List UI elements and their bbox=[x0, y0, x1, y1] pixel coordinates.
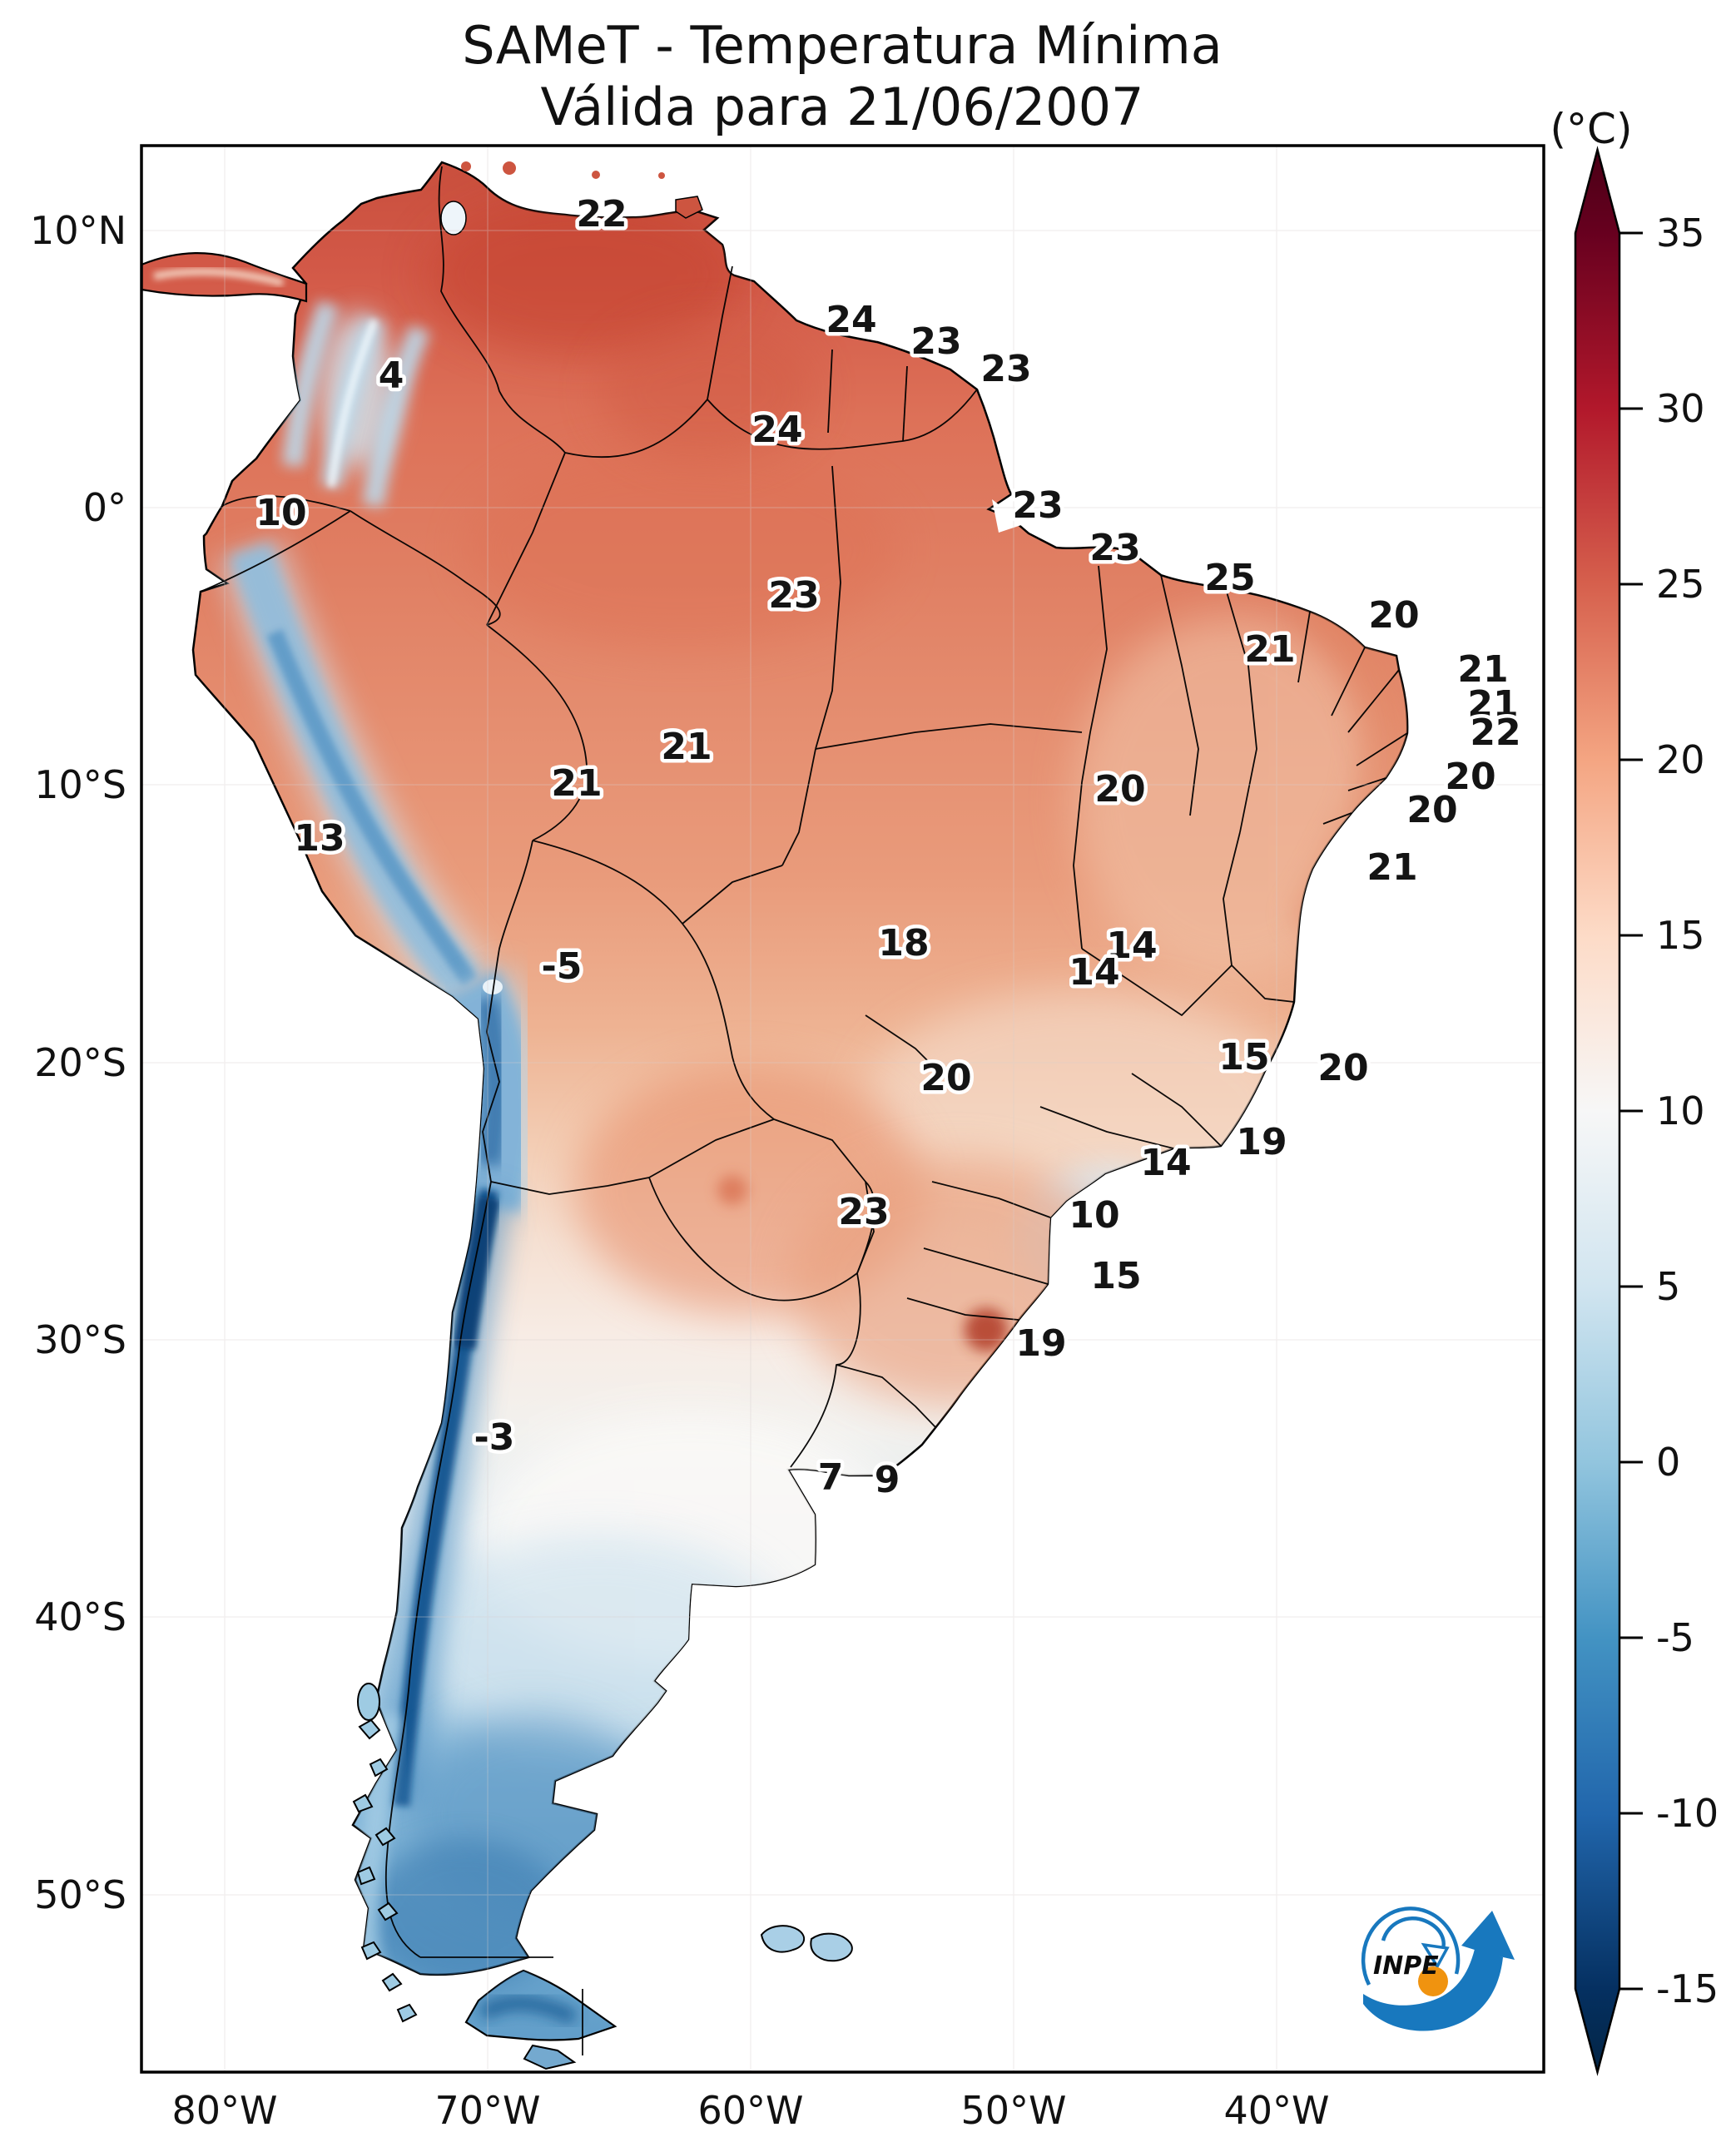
temp-label: 19 bbox=[1236, 1121, 1287, 1163]
temp-label: 23 bbox=[768, 574, 819, 617]
colorbar-tick-label: 5 bbox=[1656, 1264, 1680, 1309]
colorbar-unit-label: (°C) bbox=[1550, 105, 1633, 153]
temp-label: 20 bbox=[1317, 1047, 1368, 1089]
temp-label: 14 bbox=[1106, 925, 1157, 967]
temp-label: 24 bbox=[751, 409, 802, 451]
chiloe-island bbox=[357, 1683, 380, 1721]
y-tick-label: 40°S bbox=[34, 1594, 126, 1639]
temp-label: 23 bbox=[910, 320, 961, 363]
lake-titicaca bbox=[483, 979, 503, 994]
falkland-east-island bbox=[810, 1932, 853, 1962]
temp-label: 19 bbox=[1015, 1322, 1066, 1365]
temperature-shading bbox=[153, 196, 1408, 2026]
page-subtitle: Válida para 21/06/2007 bbox=[541, 77, 1144, 137]
y-tick-label: 20°S bbox=[34, 1040, 126, 1085]
colorbar-tick-label: 10 bbox=[1656, 1088, 1705, 1133]
y-tick-label: 30°S bbox=[34, 1317, 126, 1362]
plot-frame bbox=[140, 144, 1545, 2074]
trinidad-island bbox=[675, 196, 703, 219]
graticule bbox=[141, 146, 1544, 2072]
inpe-logo-text: INPE bbox=[1373, 1951, 1439, 1981]
temp-label: 22 bbox=[576, 193, 627, 236]
y-tick-label: 10°N bbox=[30, 208, 126, 253]
colorbar-tick-label: 15 bbox=[1656, 913, 1705, 958]
y-axis-tick-labels: 10°N 0° 10°S 20°S 30°S 40°S 50°S bbox=[30, 208, 126, 1917]
colorbar-gradient-bar bbox=[1574, 146, 1621, 2076]
temp-label: 9 bbox=[875, 1459, 900, 1501]
chilean-fjord-islands bbox=[352, 1718, 418, 2023]
y-tick-label: 50°S bbox=[34, 1872, 126, 1917]
colorbar-tick-label: 25 bbox=[1656, 562, 1705, 607]
temp-label: 21 bbox=[551, 762, 602, 805]
colorbar-tick-label: -5 bbox=[1656, 1615, 1694, 1660]
falkland-west-island bbox=[760, 1925, 806, 1953]
x-tick-label: 80°W bbox=[171, 2088, 277, 2133]
temp-label: 15 bbox=[1218, 1036, 1269, 1078]
inpe-logo-outer-orbit bbox=[1361, 1907, 1461, 1986]
inpe-logo-down-arrow bbox=[1421, 1942, 1450, 1970]
inpe-logo: INPE bbox=[1361, 1907, 1515, 2031]
lake-maracaibo bbox=[440, 201, 467, 236]
x-tick-label: 40°W bbox=[1223, 2088, 1329, 2133]
x-tick-label: 70°W bbox=[434, 2088, 540, 2133]
colorbar-ticks: 35 30 25 20 15 10 5 0 -5 -10 -15 bbox=[1619, 211, 1719, 2011]
temp-label: 18 bbox=[878, 922, 929, 964]
temp-label: 21 bbox=[661, 726, 712, 768]
temp-label: 20 bbox=[1368, 594, 1419, 637]
colorbar-tick-label: -15 bbox=[1656, 1966, 1719, 2011]
temp-label: 23 bbox=[1089, 527, 1140, 569]
colorbar-tick-label: 0 bbox=[1656, 1440, 1680, 1485]
colorbar: (°C) 35 30 25 20 15 10 5 0 -5 -10 -15 bbox=[1550, 105, 1719, 2076]
y-tick-label: 10°S bbox=[34, 762, 126, 807]
temp-label: 20 bbox=[920, 1057, 971, 1099]
page-title: SAMeT - Temperatura Mínima bbox=[462, 15, 1223, 76]
temp-label: 24 bbox=[826, 299, 876, 341]
temp-label: 25 bbox=[1204, 557, 1255, 599]
colorbar-tick-label: 20 bbox=[1656, 737, 1705, 782]
temp-label: 23 bbox=[1012, 484, 1063, 527]
x-tick-label: 60°W bbox=[697, 2088, 803, 2133]
colorbar-tick-label: 30 bbox=[1656, 386, 1705, 431]
colorbar-tick-label: -10 bbox=[1656, 1791, 1719, 1836]
temp-label: 21 bbox=[1244, 628, 1295, 671]
temp-label: 20 bbox=[1094, 768, 1145, 811]
temp-label: 20 bbox=[1406, 789, 1457, 831]
inpe-logo-arrowhead bbox=[1461, 1911, 1515, 1960]
y-tick-label: 0° bbox=[83, 485, 126, 530]
temp-label: 14 bbox=[1069, 951, 1119, 994]
political-borders bbox=[200, 166, 1408, 2055]
x-tick-label: 50°W bbox=[960, 2088, 1066, 2133]
temp-label: 20 bbox=[1445, 756, 1495, 798]
islands bbox=[352, 161, 853, 2070]
amazon-river-mouth bbox=[992, 499, 1024, 533]
temp-label: 21 bbox=[1366, 846, 1417, 889]
inpe-logo-inner-orbit bbox=[1381, 1916, 1446, 1957]
temp-label: 21 bbox=[1467, 683, 1518, 726]
temp-label: -5 bbox=[542, 945, 583, 988]
temp-label: 10 bbox=[1069, 1194, 1119, 1237]
temp-label: 23 bbox=[838, 1191, 889, 1233]
temp-label: 10 bbox=[255, 492, 306, 534]
inpe-logo-swoosh bbox=[1363, 1949, 1503, 2031]
temp-label: 13 bbox=[294, 817, 345, 860]
temp-label: 14 bbox=[1140, 1142, 1191, 1184]
temp-label: -3 bbox=[474, 1416, 515, 1459]
inpe-logo-orange-dot bbox=[1418, 1966, 1448, 1996]
x-axis-tick-labels: 80°W 70°W 60°W 50°W 40°W bbox=[171, 2088, 1329, 2133]
temp-label: 21 bbox=[1457, 648, 1508, 691]
temp-label: 4 bbox=[379, 355, 404, 397]
temp-label: 15 bbox=[1090, 1255, 1141, 1297]
temp-label: 23 bbox=[980, 348, 1031, 390]
temp-label: 22 bbox=[1470, 712, 1520, 754]
colorbar-tick-label: 35 bbox=[1656, 211, 1705, 255]
temp-label: 7 bbox=[818, 1456, 844, 1499]
cape-horn-islands bbox=[523, 2044, 577, 2070]
